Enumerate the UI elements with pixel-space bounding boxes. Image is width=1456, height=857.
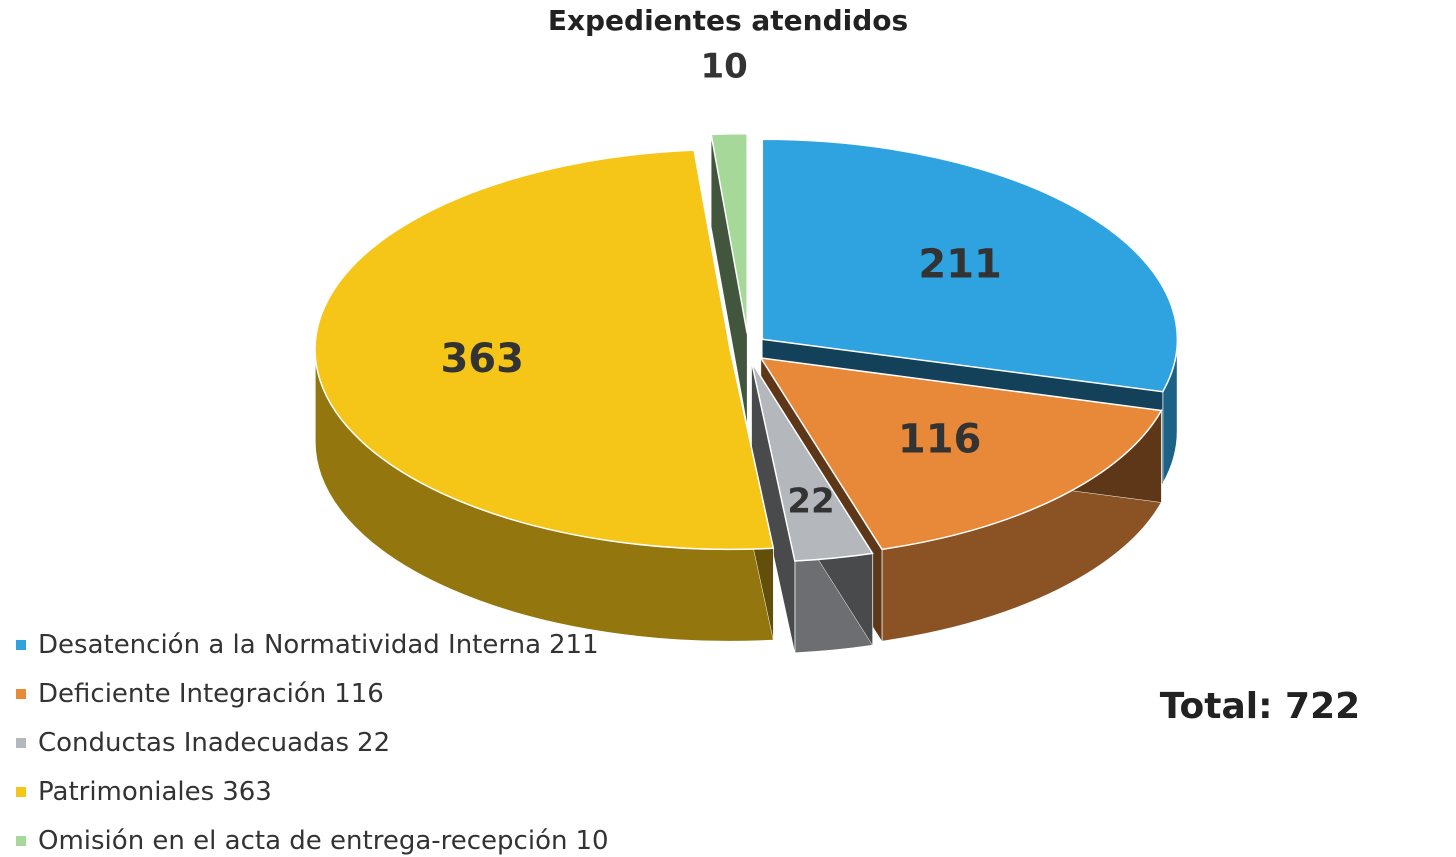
legend-label: Deficiente Integración (38, 679, 326, 709)
slice (710, 132, 748, 334)
legend-entry: Conductas Inadecuadas 22 (38, 728, 390, 758)
chart-title: Expedientes atendidos (548, 4, 908, 37)
slice (750, 361, 874, 562)
legend-swatch (16, 738, 26, 748)
legend-entry: Desatención a la Normatividad Interna 211 (38, 630, 599, 660)
data-label: 10 (700, 46, 747, 86)
slice (761, 138, 1178, 393)
legend-label: Desatención a la Normatividad Interna (38, 630, 541, 660)
legend-value: 363 (222, 777, 272, 807)
legend-label: Patrimoniales (38, 777, 214, 807)
legend-swatch (16, 640, 26, 650)
legend-value: 211 (549, 630, 599, 660)
slice-tops (314, 132, 1178, 562)
legend-label: Conductas Inadecuadas (38, 728, 349, 758)
data-label: 363 (440, 336, 524, 382)
legend-swatch (16, 689, 26, 699)
legend-entry: Deficiente Integración 116 (38, 679, 384, 709)
total-annotation: Total: 722 (1160, 686, 1360, 727)
legend-value: 10 (575, 826, 608, 856)
legend-value: 22 (357, 728, 390, 758)
slice (314, 149, 775, 551)
legend-swatch (16, 787, 26, 797)
data-label: 22 (787, 482, 834, 522)
legend-entry: Patrimoniales 363 (38, 777, 272, 807)
data-label: 211 (918, 241, 1002, 287)
legend-value: 116 (334, 679, 384, 709)
data-label: 116 (898, 417, 982, 463)
legend-label: Omisión en el acta de entrega-recepción (38, 826, 567, 856)
legend-swatch (16, 836, 26, 846)
slice (759, 357, 1163, 551)
legend-entry: Omisión en el acta de entrega-recepción 1… (38, 826, 609, 856)
